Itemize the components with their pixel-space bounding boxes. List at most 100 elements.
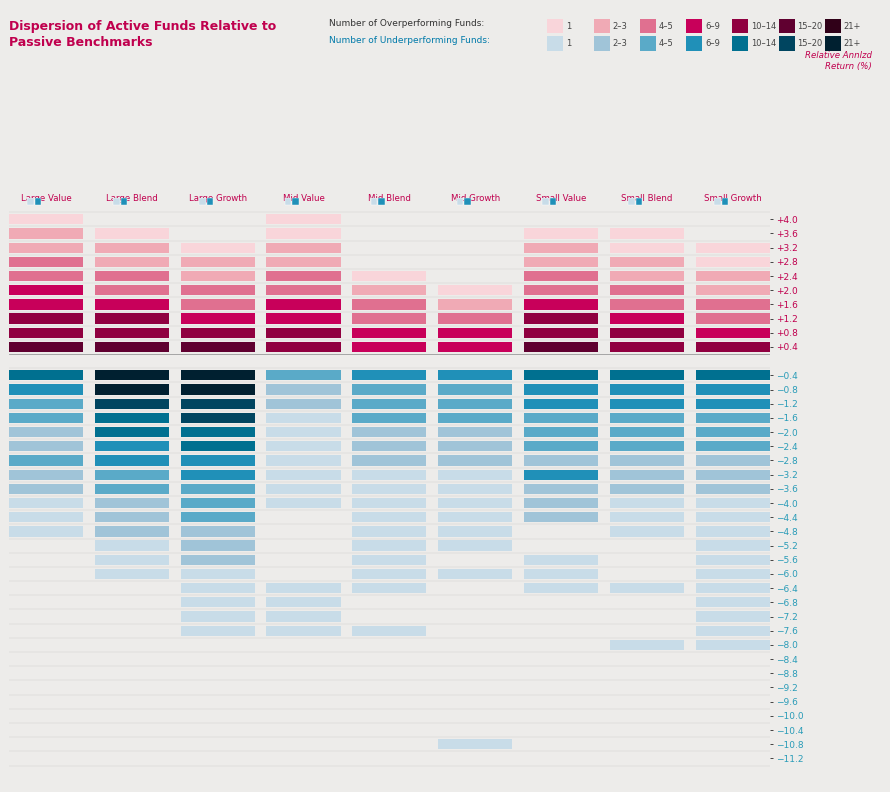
Bar <box>181 242 255 253</box>
Bar <box>266 441 341 451</box>
Text: 10–14: 10–14 <box>751 21 776 31</box>
Text: 1: 1 <box>566 21 571 31</box>
Bar <box>266 342 341 352</box>
Bar <box>181 271 255 281</box>
Bar <box>696 540 770 550</box>
Bar <box>696 583 770 593</box>
Bar <box>181 512 255 523</box>
Bar <box>524 470 598 480</box>
Bar <box>266 498 341 508</box>
Bar <box>266 413 341 423</box>
Text: 21+: 21+ <box>844 21 862 31</box>
Bar <box>94 398 169 409</box>
Bar <box>266 470 341 480</box>
Text: Large Growth: Large Growth <box>189 194 247 204</box>
Bar <box>9 328 83 338</box>
Bar <box>714 192 721 198</box>
Bar <box>696 554 770 565</box>
Bar <box>696 455 770 466</box>
Bar <box>9 512 83 523</box>
Bar <box>524 299 598 310</box>
Bar <box>266 299 341 310</box>
Bar <box>524 342 598 352</box>
Bar <box>610 455 684 466</box>
Bar <box>181 527 255 536</box>
Text: Small Value: Small Value <box>536 194 587 204</box>
Bar <box>181 569 255 579</box>
Bar <box>266 427 341 437</box>
Bar <box>352 370 426 380</box>
Bar <box>438 370 513 380</box>
Bar <box>438 384 513 394</box>
Bar <box>438 455 513 466</box>
Text: Dispersion of Active Funds Relative to: Dispersion of Active Funds Relative to <box>9 20 276 32</box>
Bar <box>352 427 426 437</box>
Bar <box>550 192 556 198</box>
Bar <box>94 257 169 267</box>
Bar <box>696 498 770 508</box>
Bar <box>696 597 770 607</box>
Bar <box>524 285 598 295</box>
Bar <box>113 192 120 198</box>
Bar <box>610 285 684 295</box>
Bar <box>610 470 684 480</box>
Text: 21+: 21+ <box>844 39 862 48</box>
Bar <box>266 214 341 224</box>
Bar <box>285 198 291 205</box>
Bar <box>181 554 255 565</box>
Bar <box>181 470 255 480</box>
Bar <box>352 569 426 579</box>
Bar <box>181 583 255 593</box>
Bar <box>266 271 341 281</box>
Bar <box>696 413 770 423</box>
Bar <box>94 484 169 494</box>
Text: Mid Blend: Mid Blend <box>368 194 411 204</box>
Bar <box>94 527 169 536</box>
Bar <box>696 314 770 324</box>
Bar <box>94 540 169 550</box>
Bar <box>543 198 549 205</box>
Bar <box>266 611 341 622</box>
Bar <box>266 384 341 394</box>
Text: 6–9: 6–9 <box>705 39 720 48</box>
Bar <box>524 583 598 593</box>
Bar <box>610 342 684 352</box>
Bar <box>28 198 34 205</box>
Bar <box>610 271 684 281</box>
Bar <box>94 242 169 253</box>
Bar <box>438 342 513 352</box>
Bar <box>610 257 684 267</box>
Bar <box>206 192 213 198</box>
Bar <box>352 299 426 310</box>
Text: 6–9: 6–9 <box>705 21 720 31</box>
Bar <box>438 299 513 310</box>
Bar <box>371 198 377 205</box>
Bar <box>181 314 255 324</box>
Bar <box>371 192 377 198</box>
Bar <box>266 597 341 607</box>
Bar <box>628 198 635 205</box>
Bar <box>524 512 598 523</box>
Bar <box>293 198 299 205</box>
Bar <box>352 384 426 394</box>
Bar <box>266 398 341 409</box>
Bar <box>696 512 770 523</box>
Bar <box>94 554 169 565</box>
Bar <box>524 484 598 494</box>
Bar <box>352 583 426 593</box>
Bar <box>610 384 684 394</box>
Bar <box>696 640 770 650</box>
Bar <box>9 470 83 480</box>
Bar <box>524 384 598 394</box>
Bar <box>181 257 255 267</box>
Bar <box>206 198 213 205</box>
Bar <box>181 370 255 380</box>
Bar <box>9 455 83 466</box>
Bar <box>438 470 513 480</box>
Bar <box>9 384 83 394</box>
Bar <box>181 611 255 622</box>
Bar <box>181 498 255 508</box>
Bar <box>352 484 426 494</box>
Bar <box>35 192 41 198</box>
Bar <box>9 398 83 409</box>
